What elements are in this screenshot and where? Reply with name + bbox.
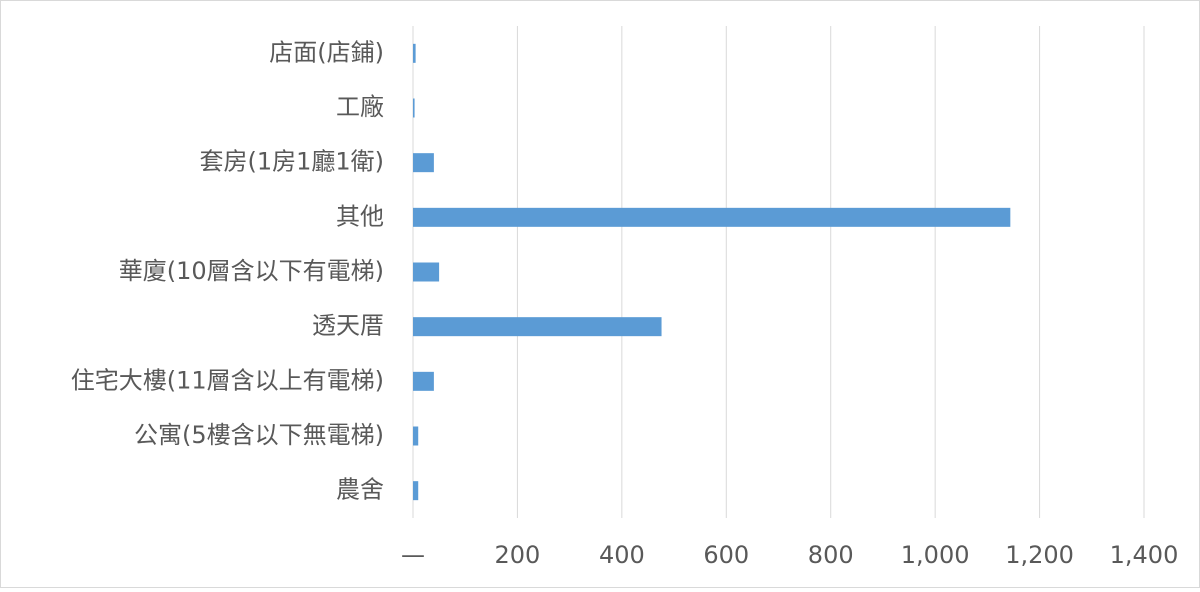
y-tick-label: 農舍 <box>336 476 384 504</box>
y-tick-label: 公寓(5樓含以下無電梯) <box>134 421 384 449</box>
x-tick-label: 200 <box>495 541 541 569</box>
x-tick-label: — <box>401 541 425 569</box>
x-tick-label: 1,400 <box>1110 541 1179 569</box>
y-tick-label: 店面(店鋪) <box>269 38 384 66</box>
bar <box>413 98 415 118</box>
bar <box>413 371 434 391</box>
y-tick-label: 其他 <box>336 202 384 230</box>
bar <box>413 43 416 63</box>
bar <box>413 481 419 501</box>
bar <box>413 207 1011 227</box>
x-tick-label: 800 <box>808 541 854 569</box>
bar <box>413 317 662 337</box>
x-tick-label: 600 <box>703 541 749 569</box>
y-tick-label: 套房(1房1廳1衛) <box>199 148 384 176</box>
bar <box>413 153 434 173</box>
y-tick-label: 華廈(10層含以下有電梯) <box>119 257 384 285</box>
y-tick-label: 工廠 <box>336 93 384 121</box>
bar <box>413 426 419 446</box>
y-tick-label: 住宅大樓(11層含以上有電梯) <box>71 366 384 394</box>
x-tick-label: 1,200 <box>1005 541 1074 569</box>
y-tick-label: 透天厝 <box>312 312 384 340</box>
x-tick-label: 400 <box>599 541 645 569</box>
bar <box>413 262 440 282</box>
x-tick-label: 1,000 <box>901 541 970 569</box>
